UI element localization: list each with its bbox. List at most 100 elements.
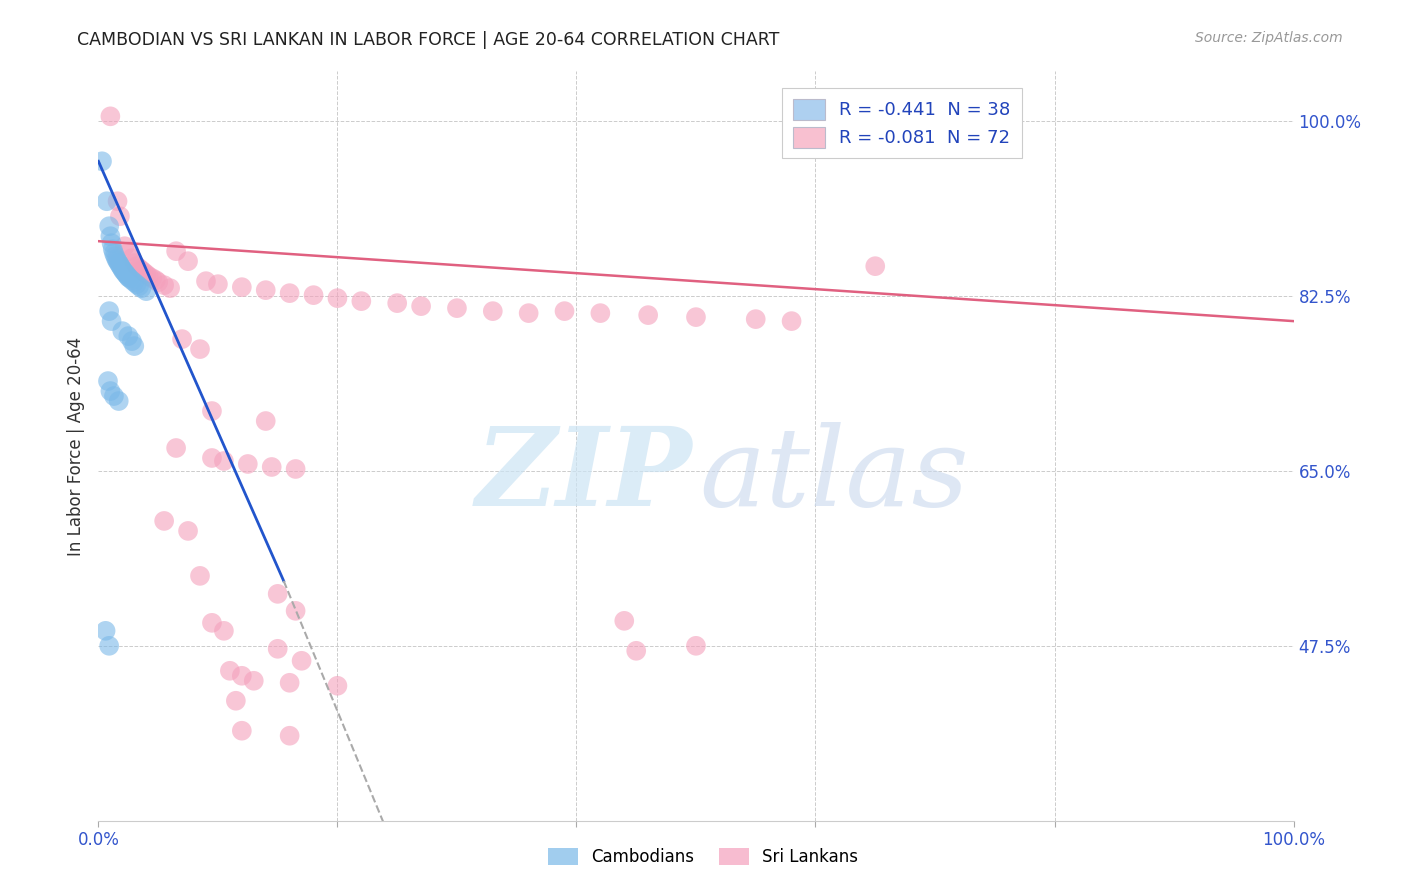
Point bbox=[589, 306, 612, 320]
Y-axis label: In Labor Force | Age 20-64: In Labor Force | Age 20-64 bbox=[66, 336, 84, 556]
Point bbox=[637, 308, 659, 322]
Point bbox=[135, 284, 157, 298]
Point bbox=[177, 254, 200, 268]
Point bbox=[554, 304, 576, 318]
Point bbox=[131, 281, 153, 295]
Point bbox=[124, 275, 146, 289]
Legend: R = -0.441  N = 38, R = -0.081  N = 72: R = -0.441 N = 38, R = -0.081 N = 72 bbox=[782, 88, 1022, 159]
Point bbox=[104, 249, 127, 263]
Point bbox=[685, 310, 707, 325]
Point bbox=[195, 274, 218, 288]
Point bbox=[231, 723, 253, 738]
Point bbox=[153, 278, 176, 293]
Point bbox=[98, 639, 121, 653]
Point bbox=[350, 294, 373, 309]
Point bbox=[108, 258, 131, 272]
Point bbox=[745, 312, 768, 326]
Point bbox=[121, 251, 143, 265]
Point bbox=[114, 239, 136, 253]
Text: ZIP: ZIP bbox=[475, 422, 692, 530]
Point bbox=[201, 404, 224, 418]
Point bbox=[284, 604, 307, 618]
Point bbox=[108, 209, 131, 223]
Point bbox=[153, 514, 176, 528]
Point bbox=[291, 654, 314, 668]
Point bbox=[780, 314, 803, 328]
Point bbox=[132, 265, 155, 279]
Point bbox=[101, 242, 124, 256]
Point bbox=[188, 342, 211, 356]
Point bbox=[98, 384, 122, 398]
Point bbox=[267, 641, 290, 656]
Point bbox=[107, 394, 129, 409]
Point bbox=[278, 286, 301, 301]
Point bbox=[613, 614, 636, 628]
Point bbox=[188, 569, 211, 583]
Point bbox=[98, 109, 122, 123]
Point bbox=[385, 296, 409, 310]
Point bbox=[131, 263, 153, 277]
Point bbox=[121, 334, 143, 348]
Text: Source: ZipAtlas.com: Source: ZipAtlas.com bbox=[1195, 31, 1343, 45]
Point bbox=[107, 256, 129, 270]
Text: atlas: atlas bbox=[700, 422, 969, 530]
Point bbox=[865, 259, 887, 273]
Point bbox=[94, 624, 117, 638]
Point bbox=[481, 304, 505, 318]
Point bbox=[212, 454, 235, 468]
Point bbox=[236, 457, 259, 471]
Point bbox=[96, 194, 118, 209]
Point bbox=[118, 271, 141, 285]
Point bbox=[98, 229, 122, 244]
Point bbox=[148, 275, 170, 289]
Point bbox=[115, 268, 138, 282]
Point bbox=[110, 260, 132, 275]
Point bbox=[231, 280, 253, 294]
Point bbox=[260, 460, 283, 475]
Point bbox=[128, 261, 150, 276]
Point bbox=[118, 244, 141, 259]
Point bbox=[121, 273, 143, 287]
Point bbox=[254, 414, 277, 428]
Point bbox=[177, 524, 200, 538]
Point bbox=[302, 288, 325, 302]
Point bbox=[111, 324, 134, 338]
Point bbox=[212, 624, 235, 638]
Point bbox=[107, 194, 129, 209]
Point bbox=[105, 252, 128, 267]
Point bbox=[626, 644, 648, 658]
Point bbox=[284, 462, 307, 476]
Point bbox=[225, 694, 247, 708]
Point bbox=[219, 664, 242, 678]
Point bbox=[117, 329, 139, 343]
Point bbox=[326, 679, 349, 693]
Point bbox=[326, 291, 349, 305]
Point bbox=[165, 441, 187, 455]
Point bbox=[114, 265, 136, 279]
Point bbox=[124, 339, 146, 353]
Point bbox=[411, 299, 433, 313]
Point bbox=[201, 615, 224, 630]
Point bbox=[138, 269, 160, 284]
Point bbox=[517, 306, 540, 320]
Point bbox=[103, 389, 125, 403]
Point bbox=[254, 283, 277, 297]
Point bbox=[107, 254, 129, 268]
Point bbox=[100, 236, 122, 251]
Point bbox=[103, 246, 125, 260]
Point bbox=[852, 106, 875, 120]
Text: CAMBODIAN VS SRI LANKAN IN LABOR FORCE | AGE 20-64 CORRELATION CHART: CAMBODIAN VS SRI LANKAN IN LABOR FORCE |… bbox=[77, 31, 780, 49]
Point bbox=[125, 259, 148, 273]
Point bbox=[124, 256, 146, 270]
Point bbox=[135, 267, 157, 281]
Point bbox=[97, 374, 120, 388]
Point bbox=[117, 270, 139, 285]
Point bbox=[115, 267, 138, 281]
Point bbox=[98, 304, 121, 318]
Point bbox=[231, 669, 253, 683]
Point bbox=[446, 301, 468, 315]
Point bbox=[111, 262, 134, 277]
Point bbox=[112, 264, 135, 278]
Point bbox=[145, 273, 167, 287]
Point bbox=[91, 154, 114, 169]
